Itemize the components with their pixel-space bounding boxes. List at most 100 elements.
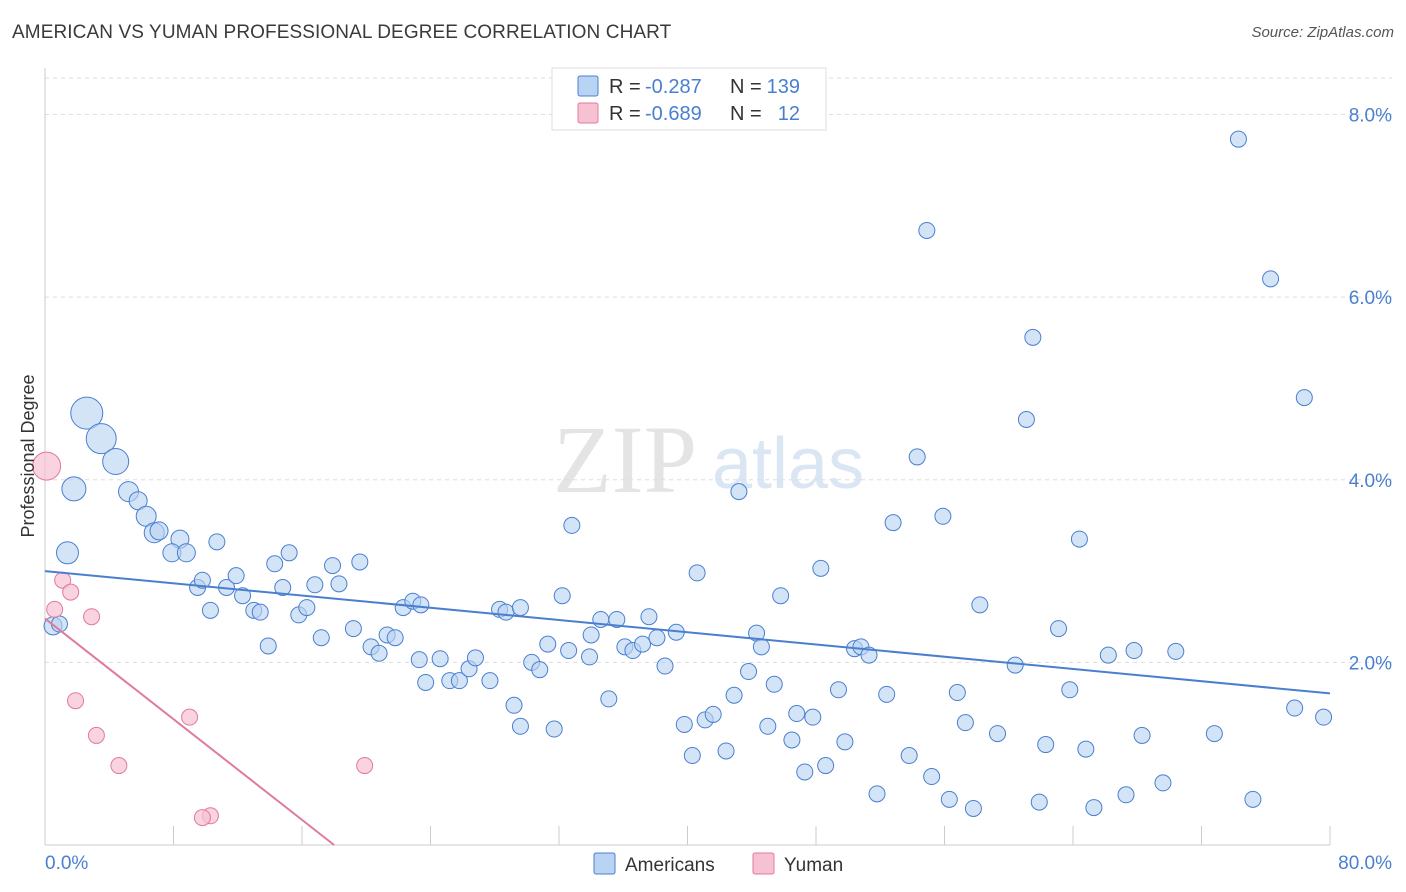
point-americans-1 bbox=[85, 423, 117, 455]
point-americans-25 bbox=[280, 544, 298, 562]
point-americans-129 bbox=[1167, 642, 1185, 660]
point-americans-85 bbox=[752, 638, 770, 656]
point-americans-130 bbox=[1205, 725, 1223, 743]
point-americans-107 bbox=[934, 507, 952, 525]
point-americans-61 bbox=[553, 587, 571, 605]
point-americans-44 bbox=[417, 673, 435, 691]
point-americans-79 bbox=[704, 705, 722, 723]
source-credit: Source: ZipAtlas.com bbox=[1251, 24, 1394, 41]
chart-title: AMERICAN VS YUMAN PROFESSIONAL DEGREE CO… bbox=[12, 22, 672, 43]
point-americans-13 bbox=[55, 541, 79, 565]
trend-lines bbox=[44, 570, 1331, 846]
point-americans-70 bbox=[634, 635, 652, 653]
point-americans-55 bbox=[511, 599, 529, 617]
point-yuman-4 bbox=[83, 608, 101, 626]
point-americans-67 bbox=[608, 610, 626, 628]
point-americans-32 bbox=[330, 575, 348, 593]
point-americans-26 bbox=[274, 579, 292, 597]
point-americans-12 bbox=[208, 533, 226, 551]
point-americans-11 bbox=[176, 543, 196, 563]
point-americans-118 bbox=[1037, 736, 1055, 754]
point-yuman-6 bbox=[87, 726, 105, 744]
point-americans-60 bbox=[560, 642, 578, 660]
point-yuman-10 bbox=[193, 809, 211, 827]
point-americans-122 bbox=[1077, 740, 1095, 758]
point-americans-72 bbox=[648, 629, 666, 647]
x-tick-label-min: 0.0% bbox=[45, 853, 88, 874]
bottom-legend: Americans Yuman bbox=[593, 852, 843, 876]
point-americans-57 bbox=[531, 661, 549, 679]
point-americans-106 bbox=[923, 768, 941, 786]
point-americans-52 bbox=[511, 717, 529, 735]
point-yuman-11 bbox=[356, 757, 374, 775]
point-americans-91 bbox=[796, 763, 814, 781]
point-americans-105 bbox=[918, 221, 936, 239]
point-yuman-8 bbox=[181, 708, 199, 726]
point-americans-82 bbox=[730, 483, 748, 501]
point-americans-112 bbox=[971, 596, 989, 614]
point-americans-63 bbox=[581, 648, 599, 666]
point-americans-117 bbox=[1030, 793, 1048, 811]
grid-lines bbox=[45, 77, 1392, 663]
point-americans-42 bbox=[259, 637, 277, 655]
legend-r-value-yuman: -0.689 bbox=[645, 103, 702, 125]
point-americans-62 bbox=[563, 516, 581, 534]
point-americans-101 bbox=[884, 514, 902, 532]
point-americans-3 bbox=[61, 476, 87, 502]
point-americans-28 bbox=[298, 599, 316, 617]
point-americans-30 bbox=[312, 629, 330, 647]
point-americans-8 bbox=[149, 521, 169, 541]
point-americans-128 bbox=[1154, 774, 1172, 792]
point-americans-43 bbox=[410, 651, 428, 669]
point-americans-127 bbox=[1133, 726, 1151, 744]
point-americans-135 bbox=[1286, 699, 1304, 717]
trend-line-yuman bbox=[44, 617, 335, 846]
point-americans-96 bbox=[836, 733, 854, 751]
point-americans-83 bbox=[740, 663, 758, 681]
y-axis-label: Professional Degree bbox=[18, 374, 38, 537]
point-americans-33 bbox=[344, 620, 362, 638]
point-americans-104 bbox=[908, 448, 926, 466]
point-americans-64 bbox=[582, 626, 600, 644]
watermark-zip: ZIP bbox=[553, 406, 697, 513]
point-americans-80 bbox=[717, 742, 735, 760]
x-tick-labels: 0.0% 80.0% bbox=[45, 853, 1392, 874]
point-yuman-2 bbox=[62, 583, 80, 601]
point-americans-102 bbox=[868, 785, 886, 803]
bottom-legend-swatch-yuman bbox=[752, 852, 775, 875]
point-americans-100 bbox=[878, 685, 896, 703]
bottom-legend-swatch-americans bbox=[593, 852, 616, 875]
point-americans-87 bbox=[765, 675, 783, 693]
point-americans-77 bbox=[688, 564, 706, 582]
point-americans-2 bbox=[102, 448, 130, 475]
point-americans-124 bbox=[1099, 646, 1117, 664]
point-americans-75 bbox=[675, 715, 693, 733]
point-americans-131 bbox=[1229, 130, 1247, 148]
point-americans-110 bbox=[956, 714, 974, 732]
bottom-legend-label-yuman: Yuman bbox=[784, 855, 843, 876]
point-americans-38 bbox=[386, 629, 404, 647]
point-americans-114 bbox=[1006, 656, 1024, 674]
point-americans-123 bbox=[1085, 799, 1103, 817]
point-americans-109 bbox=[948, 684, 966, 702]
point-americans-121 bbox=[1070, 530, 1088, 548]
point-americans-73 bbox=[656, 657, 674, 675]
point-americans-119 bbox=[1050, 620, 1068, 638]
point-yuman-0 bbox=[32, 451, 62, 481]
point-americans-36 bbox=[370, 644, 388, 662]
trend-line-americans bbox=[44, 570, 1331, 695]
point-americans-88 bbox=[772, 587, 790, 605]
point-americans-0 bbox=[70, 396, 104, 430]
legend-n-label-americans: N = bbox=[730, 76, 762, 98]
point-americans-45 bbox=[431, 650, 449, 668]
point-americans-94 bbox=[817, 757, 835, 775]
point-americans-41 bbox=[412, 596, 430, 614]
point-americans-23 bbox=[201, 601, 219, 619]
y-tick-labels: 2.0% 4.0% 6.0% 8.0% bbox=[1349, 106, 1392, 675]
point-americans-113 bbox=[989, 725, 1007, 743]
point-americans-132 bbox=[1244, 790, 1262, 808]
legend-r-label-americans: R = bbox=[609, 76, 641, 98]
point-americans-111 bbox=[964, 799, 982, 817]
point-americans-76 bbox=[683, 747, 701, 765]
